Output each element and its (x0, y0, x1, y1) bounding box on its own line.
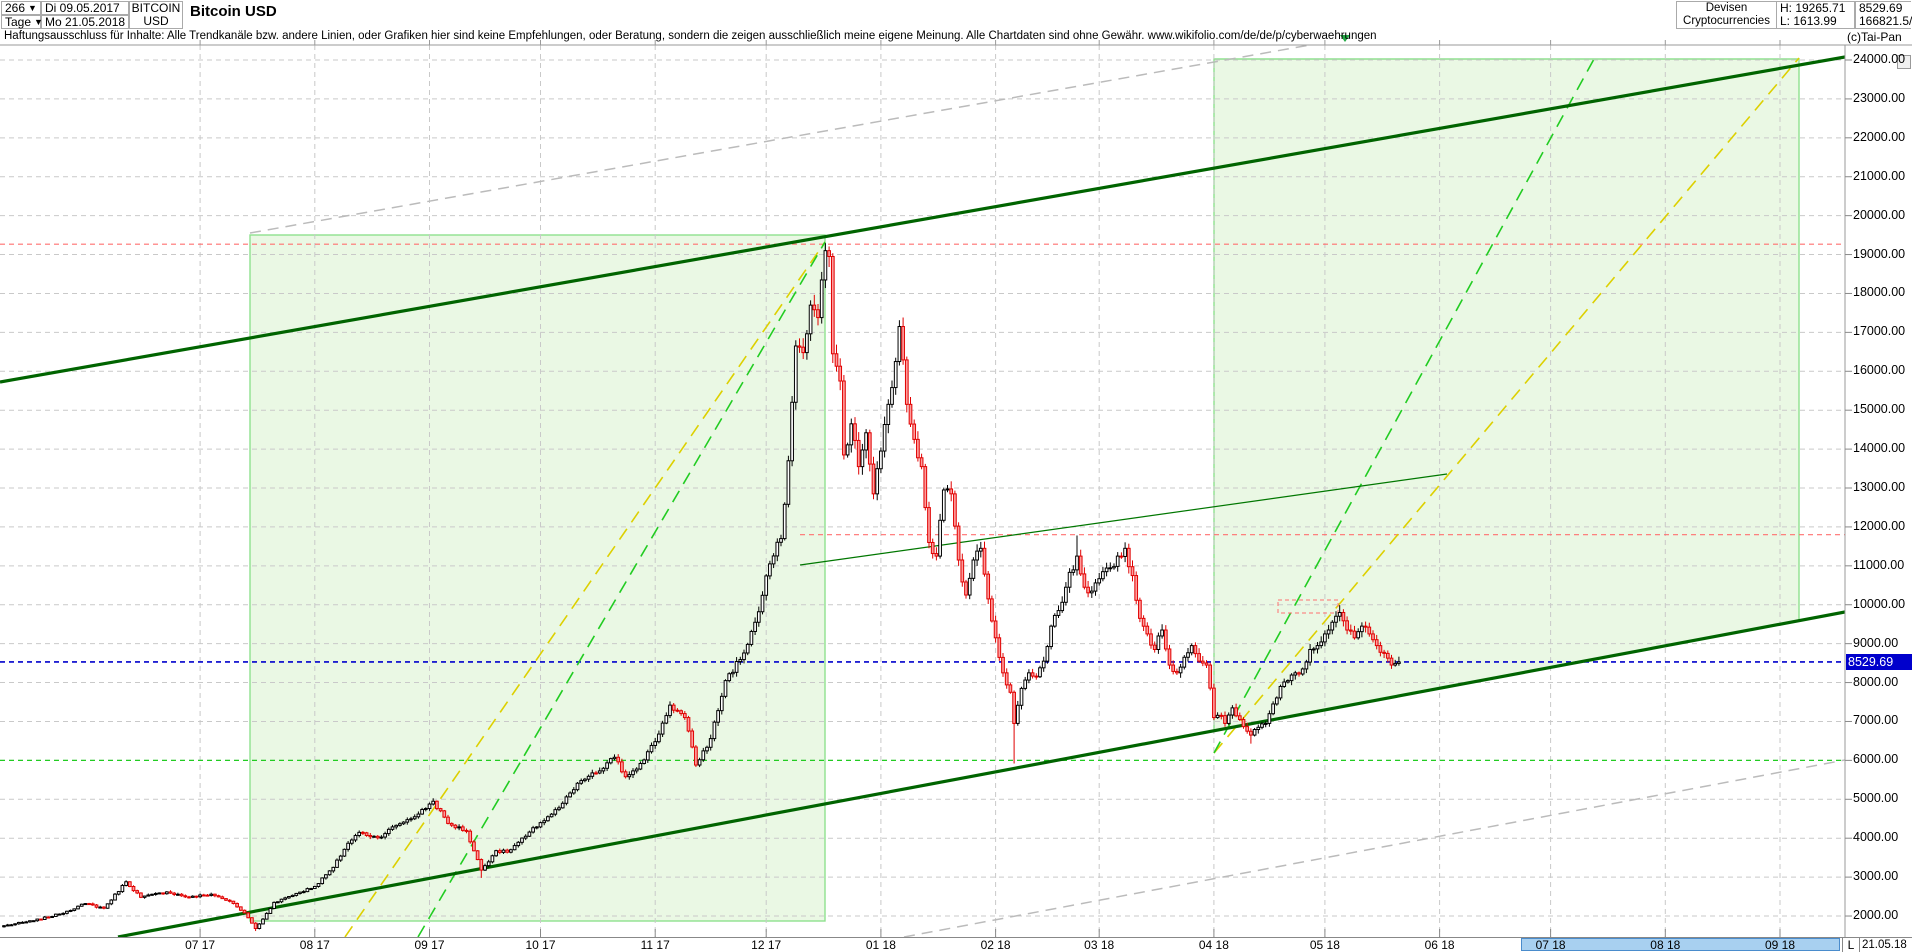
date-from-cell: Di 09.05.2017 (41, 1, 129, 15)
x-axis-label: 04 18 (1198, 938, 1229, 952)
y-axis-label: 5000.00 (1853, 791, 1899, 806)
y-axis-label: 22000.00 (1853, 129, 1906, 144)
page-title: Bitcoin USD (190, 3, 277, 20)
y-axis-label: 11000.00 (1853, 557, 1905, 572)
low-value: L: 1613.99 (1780, 14, 1837, 28)
y-axis-label: 10000.00 (1853, 596, 1906, 611)
last-label-cell: L (1842, 938, 1860, 952)
period-dropdown[interactable]: Tage ▼ (1, 15, 43, 29)
x-axis-label: 09 17 (414, 938, 445, 952)
high-value: H: 19265.71 (1780, 1, 1846, 15)
axis-settings-box[interactable] (1897, 55, 1911, 69)
y-axis-label: 7000.00 (1853, 713, 1899, 728)
chevron-down-icon: ▼ (34, 17, 43, 27)
x-axis-label: 07 17 (185, 938, 216, 952)
x-axis-label: 12 17 (751, 938, 782, 952)
x-axis-label: 11 17 (640, 938, 670, 952)
y-axis-label: 8000.00 (1853, 674, 1899, 689)
x-axis-label: 05 18 (1309, 938, 1340, 952)
market-category-cell: Devisen Cryptocurrencies (1676, 1, 1777, 29)
date-to-cell: Mo 21.05.2018 (41, 15, 129, 29)
y-axis-label: 20000.00 (1853, 207, 1906, 222)
x-axis-label: 07 18 (1535, 938, 1566, 952)
period-value: Tage (5, 15, 32, 29)
y-axis-label: 12000.00 (1853, 518, 1906, 533)
y-axis-label: 4000.00 (1853, 830, 1899, 845)
high-low-cell: H: 19265.71 L: 1613.99 (1776, 1, 1855, 29)
symbol-currency: USD (143, 14, 169, 28)
x-axis-label: 03 18 (1084, 938, 1115, 952)
x-axis-label: 01 18 (865, 938, 896, 952)
y-axis-label: 3000.00 (1853, 869, 1899, 884)
y-axis-label: 2000.00 (1853, 908, 1899, 923)
x-axis-label: 10 17 (525, 938, 556, 952)
scroll-indicator-triangle[interactable] (1340, 35, 1350, 42)
y-axis-label: 9000.00 (1853, 635, 1899, 650)
bars-count-dropdown[interactable]: 266 ▼ (1, 1, 41, 15)
y-axis-label: 19000.00 (1853, 246, 1906, 261)
x-axis-label: 06 18 (1424, 938, 1455, 952)
y-axis-label: 15000.00 (1853, 402, 1906, 417)
y-axis-label: 24000.00 (1853, 52, 1906, 66)
x-axis-label: 09 18 (1764, 938, 1796, 952)
current-price-tag: 8529.69 (1846, 653, 1912, 670)
x-axis-label: 08 18 (1650, 938, 1681, 952)
y-axis-label: 13000.00 (1853, 480, 1906, 494)
disclaimer-text: Haftungsausschluss für Inhalte: Alle Tre… (4, 30, 1377, 42)
y-axis-label: 23000.00 (1853, 90, 1906, 105)
market-label: Devisen (1705, 2, 1748, 14)
x-axis-label: 02 18 (980, 938, 1011, 952)
date-axis-bar (0, 937, 1912, 952)
y-axis-label: 16000.00 (1853, 363, 1906, 378)
copyright-label: (c)Tai-Pan (1847, 30, 1902, 44)
last-date-label: 21.05.18 (1862, 939, 1907, 951)
y-axis-label: 17000.00 (1853, 324, 1906, 339)
x-axis-label: 08 17 (299, 938, 330, 952)
chevron-down-icon: ▼ (28, 3, 37, 13)
category-label: Cryptocurrencies (1683, 15, 1770, 27)
last-price-value: 8529.69 (1859, 1, 1903, 15)
y-axis-label: 21000.00 (1853, 168, 1906, 183)
last-price-cell: 8529.69 166821.5/ (1855, 1, 1912, 29)
y-axis-label: 6000.00 (1853, 752, 1899, 767)
y-axis-label: 14000.00 (1853, 441, 1906, 456)
y-axis-label: 18000.00 (1853, 285, 1906, 300)
future-range-highlight[interactable] (1521, 938, 1840, 951)
secondary-value: 166821.5/ (1859, 14, 1912, 28)
symbol-cell[interactable]: BITCOIN USD (129, 1, 183, 29)
symbol-name: BITCOIN (131, 1, 181, 15)
bars-count-value: 266 (5, 1, 26, 15)
